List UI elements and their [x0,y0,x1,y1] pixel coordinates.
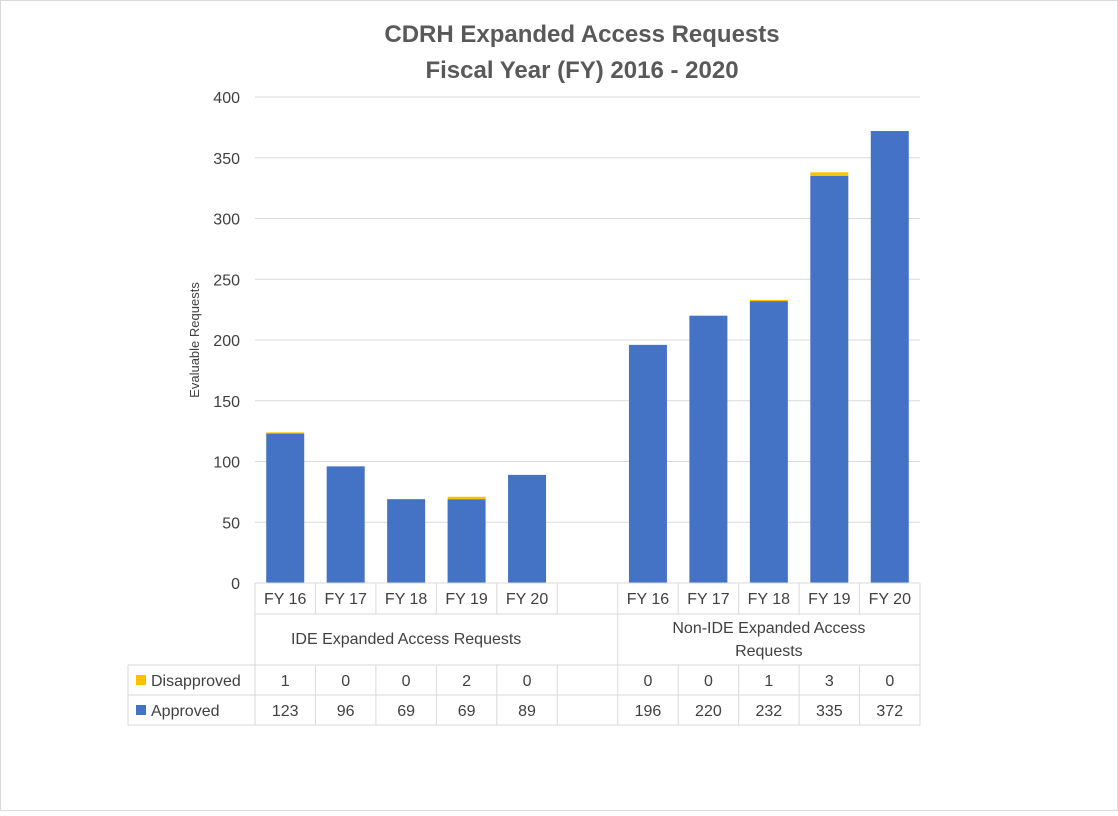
table-value: 372 [876,703,903,720]
bar-disapproved [810,172,849,176]
x-tick-label: FY 17 [324,591,367,608]
x-tick-label: FY 18 [385,591,428,608]
legend-key-approved [136,705,146,715]
legend-key-disapproved [136,675,146,685]
bar-approved [326,466,365,583]
y-tick-label: 300 [213,212,240,229]
x-tick-label: FY 19 [808,591,851,608]
bar-approved [387,499,426,583]
legend-label: Approved [151,703,220,720]
y-tick-label: 250 [213,272,240,289]
table-value: 0 [341,673,350,690]
y-axis-label: Evaluable Requests [187,282,202,398]
bar-approved [810,175,849,583]
x-tick-label: FY 20 [506,591,549,608]
bar-approved [749,301,788,583]
table-value: 69 [397,703,415,720]
bar-approved [689,315,728,583]
x-tick-label: FY 19 [445,591,488,608]
table-value: 1 [764,673,773,690]
legend-label: Disapproved [151,673,241,690]
table-value: 0 [704,673,713,690]
x-tick-label: FY 16 [627,591,670,608]
bar-approved [266,433,305,583]
x-tick-label: FY 18 [748,591,791,608]
bar-approved [447,499,486,583]
group-label: IDE Expanded Access Requests [291,631,521,648]
table-value: 1 [281,673,290,690]
data-table: FY 16 FY 17 FY 18 FY 19 FY 20 IDE Expanded Ac… [127,582,921,726]
bar-disapproved [447,496,486,500]
y-tick-label: 0 [231,576,240,593]
gridlines: 0 50 100 150 200 250 300 350 400 [213,90,920,593]
table-value: 0 [523,673,532,690]
group-label-line: Non-IDE Expanded Access [672,620,865,637]
table-value: 2 [462,673,471,690]
table-value: 220 [695,703,722,720]
x-tick-label: FY 20 [869,591,912,608]
x-tick-label: FY 16 [264,591,307,608]
y-tick-label: 100 [213,455,240,472]
x-tick-label: FY 17 [687,591,730,608]
group-label-line: Requests [735,643,803,660]
chart-title-line-2: Fiscal Year (FY) 2016 - 2020 [425,57,738,84]
group-label: Non-IDE Expanded Access Requests [672,620,865,660]
bar-disapproved [266,432,305,434]
y-tick-label: 150 [213,394,240,411]
table-value: 0 [885,673,894,690]
bar-disapproved [749,299,788,302]
table-value: 3 [825,673,834,690]
table-value: 123 [272,703,299,720]
bar-approved [628,344,667,583]
table-value: 335 [816,703,843,720]
y-tick-label: 50 [222,515,240,532]
y-tick-label: 350 [213,151,240,168]
bar-approved [870,131,909,583]
table-value: 89 [518,703,536,720]
bars [266,131,909,583]
table-value: 0 [644,673,653,690]
table-value: 196 [635,703,662,720]
table-value: 232 [756,703,783,720]
y-tick-label: 400 [213,90,240,107]
chart-title-line-1: CDRH Expanded Access Requests [384,21,779,48]
table-value: 0 [402,673,411,690]
table-value: 69 [458,703,476,720]
bar-approved [508,474,547,583]
y-tick-label: 200 [213,333,240,350]
table-value: 96 [337,703,355,720]
